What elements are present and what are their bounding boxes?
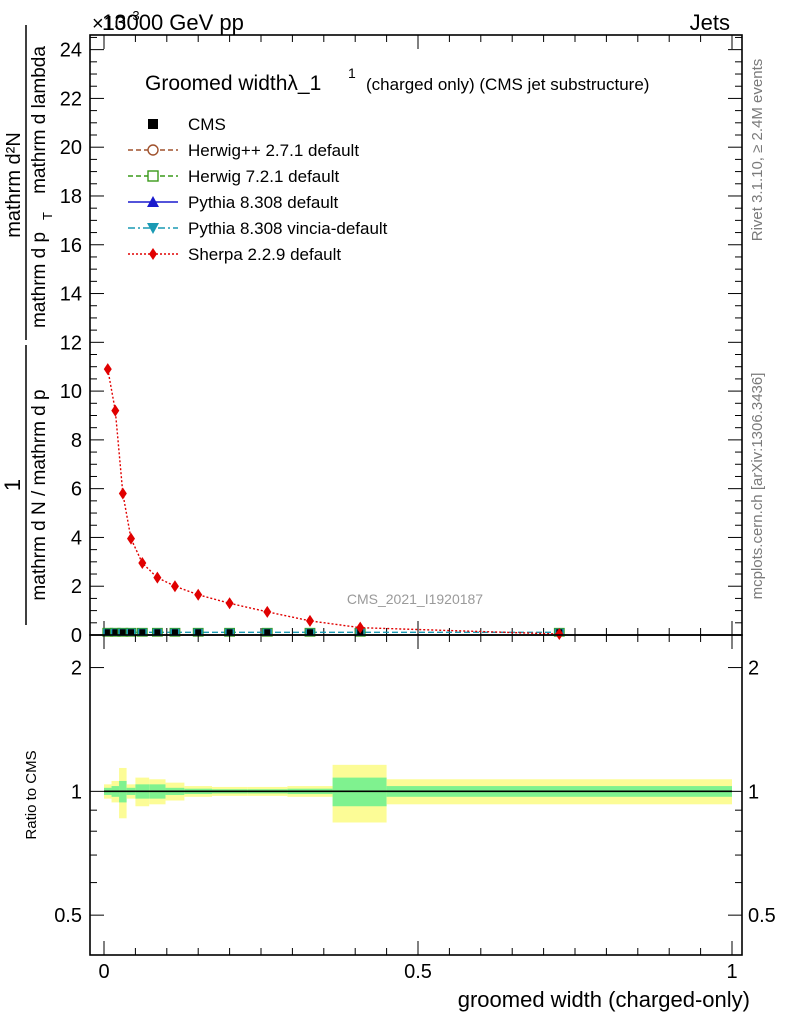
y-tick-label: 14: [60, 284, 82, 306]
ratio-bands: [104, 764, 732, 823]
ratio-y-tick-label-left: 2: [71, 658, 82, 680]
ratio-y-tick-label-left: 1: [71, 781, 82, 803]
sherpa-point: [111, 404, 120, 417]
main-data-layer: [102, 363, 565, 641]
y-tick-label: 18: [60, 186, 82, 208]
x-tick-label: 0: [98, 961, 109, 983]
sherpa-point: [153, 571, 162, 584]
legend-item: CMS: [148, 115, 226, 134]
legend-label: Herwig 7.2.1 default: [188, 167, 339, 186]
y-tick-label: 20: [60, 137, 82, 159]
sherpa-line: [107, 369, 560, 635]
legend: CMS Herwig++ 2.7.1 default Herwig 7.2.1 de…: [128, 115, 388, 264]
y-tick-label: 12: [60, 332, 82, 354]
header-left: 13000 GeV pp: [102, 10, 244, 35]
ratio-plot-frame: [89, 634, 743, 956]
legend-marker: [147, 223, 159, 234]
cms-point: [154, 629, 161, 636]
plot-title: Groomed widthλ_1 1 (charged only) (CMS j…: [145, 65, 649, 95]
side-text-rivet: Rivet 3.1.10, ≥ 2.4M events: [749, 59, 766, 242]
cms-point: [112, 629, 119, 636]
cms-point: [264, 629, 271, 636]
legend-label: Sherpa 2.2.9 default: [188, 245, 341, 264]
side-text-mcplots: mcplots.cern.ch [arXiv:1306.3436]: [749, 373, 766, 600]
sherpa-point: [138, 557, 147, 570]
header-right: Jets: [690, 10, 730, 35]
cms-point: [195, 629, 202, 636]
y-tick-label: 6: [71, 479, 82, 501]
ylabel-denominator: mathrm d N / mathrm d p: [29, 389, 50, 600]
sherpa-point: [170, 580, 179, 593]
sherpa-point: [127, 532, 136, 545]
x-tick-label: 1: [726, 961, 737, 983]
ratio-y-tick-label-left: 0.5: [54, 905, 82, 927]
main-y-axis-label: 1 mathrm d N / mathrm d p mathrm d²N mat…: [0, 25, 55, 625]
legend-item: Pythia 8.308 default: [128, 193, 339, 212]
ylabel-numerator-right: mathrm d²N: [3, 132, 25, 238]
legend-item: Pythia 8.308 vincia-default: [128, 219, 388, 238]
ratio-axis-ticks: [90, 635, 742, 955]
legend-marker: [148, 119, 158, 129]
y-scale-exponent-power: -3: [128, 8, 140, 23]
sherpa-point: [356, 621, 365, 634]
plot-title-main: Groomed widthλ_1: [145, 72, 321, 95]
plot-title-tail: (charged only) (CMS jet substructure): [366, 75, 649, 94]
y-tick-label: 16: [60, 235, 82, 257]
cms-point: [171, 629, 178, 636]
sherpa-point: [118, 487, 127, 500]
legend-item: Sherpa 2.2.9 default: [128, 245, 341, 264]
ratio-y-tick-label-right: 1: [748, 781, 759, 803]
y-scale-exponent-base: ×10: [92, 13, 126, 35]
y-tick-label: 22: [60, 88, 82, 110]
plot-title-sup: 1: [348, 65, 356, 81]
y-tick-label: 8: [71, 430, 82, 452]
ylabel-tail: mathrm d lambda: [29, 46, 50, 194]
legend-marker: [147, 144, 159, 156]
cms-point: [104, 629, 111, 636]
y-tick-label: 2: [71, 576, 82, 598]
cms-point: [128, 629, 135, 636]
y-scale-exponent: ×10 -3: [92, 8, 140, 35]
sherpa-point: [305, 614, 314, 627]
watermark: CMS_2021_I1920187: [347, 591, 483, 607]
cms-point: [139, 629, 146, 636]
y-tick-label: 4: [71, 527, 82, 549]
ratio-y-tick-label-right: 0.5: [748, 905, 776, 927]
ratio-axis-tick-labels: 0.5 0.5 1 1 2 2 0 0.5 1: [54, 658, 776, 983]
ratio-y-tick-label-right: 2: [748, 658, 759, 680]
legend-label: Pythia 8.308 default: [188, 193, 339, 212]
legend-label: CMS: [188, 115, 226, 134]
sherpa-point: [263, 605, 272, 618]
ylabel-numerator: 1: [0, 479, 25, 491]
x-tick-label: 0.5: [404, 961, 432, 983]
legend-item: Herwig 7.2.1 default: [128, 167, 339, 186]
legend-label: Herwig++ 2.7.1 default: [188, 141, 359, 160]
legend-label: Pythia 8.308 vincia-default: [188, 219, 388, 238]
legend-item: Herwig++ 2.7.1 default: [128, 141, 359, 160]
sherpa-point: [103, 363, 112, 376]
ylabel-subscript: T: [40, 212, 55, 220]
sherpa-point: [194, 588, 203, 601]
y-tick-label: 10: [60, 381, 82, 403]
ylabel-denominator-right: mathrm d p: [29, 232, 50, 328]
sherpa-point: [225, 597, 234, 610]
cms-point: [226, 629, 233, 636]
y-tick-label: 0: [71, 625, 82, 647]
x-axis-label: groomed width (charged-only): [458, 987, 750, 1012]
y-tick-label: 24: [60, 40, 82, 62]
legend-marker: [147, 170, 159, 182]
legend-marker: [149, 248, 157, 260]
ratio-y-axis-label: Ratio to CMS: [23, 750, 40, 839]
cms-point: [306, 629, 313, 636]
legend-marker: [147, 196, 159, 207]
cms-point: [119, 629, 126, 636]
sherpa-point: [555, 628, 564, 641]
